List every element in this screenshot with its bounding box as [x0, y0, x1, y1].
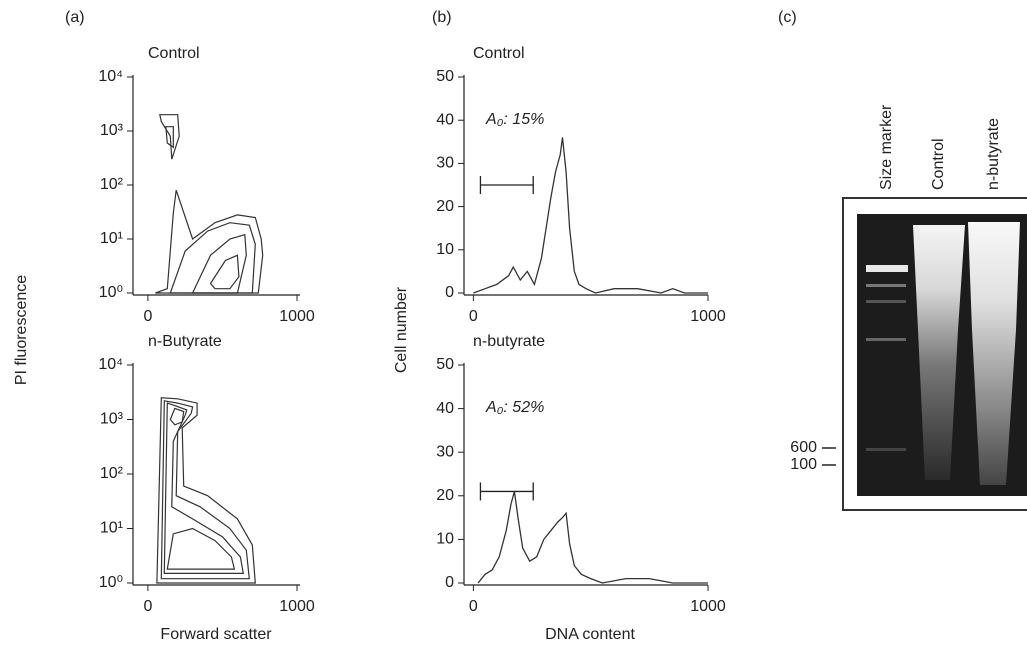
panel-label: (a) [65, 9, 85, 26]
contour-line [211, 255, 239, 288]
x-tick-label: 0 [469, 598, 478, 615]
y-tick-label: 0 [445, 284, 454, 301]
lane-label: n-butyrate [985, 118, 1002, 190]
figure: 600 100 (c) Size marker Control n-butyra… [0, 0, 1027, 648]
histogram-line [473, 138, 708, 294]
page: 600 100 (c) Size marker Control n-butyra… [0, 0, 1027, 648]
y-tick-label: 40 [436, 111, 454, 128]
y-tick-label: 10⁴ [98, 68, 123, 85]
x-tick-label: 1000 [279, 308, 315, 325]
y-tick-label: 40 [436, 400, 454, 417]
marker-label: 600 [790, 439, 817, 456]
y-tick-label: 30 [436, 155, 454, 172]
x-tick-label: 0 [143, 598, 152, 615]
gel: 600 100 (c) Size marker Control n-butyra… [778, 9, 1027, 510]
panel-label: (b) [432, 9, 452, 26]
x-axis-label: Forward scatter [160, 626, 272, 643]
x-tick-label: 0 [143, 308, 152, 325]
x-tick-label: 0 [469, 308, 478, 325]
y-axis-label: Cell number [393, 286, 410, 373]
lane-label: Size marker [878, 104, 895, 190]
marker-band [866, 448, 906, 451]
y-tick-label: 10³ [100, 122, 124, 139]
y-tick-label: 10² [100, 465, 124, 482]
y-tick-label: 10 [436, 241, 454, 258]
y-tick-label: 10² [100, 176, 124, 193]
marker-label: 100 [790, 456, 817, 473]
marker-band [866, 300, 906, 303]
y-tick-label: 10⁰ [99, 574, 123, 591]
y-tick-label: 10 [436, 531, 454, 548]
y-axis-label: PI fluorescence [13, 275, 30, 385]
annotation: A₀: 52% [485, 399, 544, 416]
x-tick-label: 1000 [279, 598, 315, 615]
contour-line [155, 190, 262, 293]
contour-line [170, 223, 255, 293]
y-tick-label: 20 [436, 198, 454, 215]
y-tick-label: 10¹ [100, 230, 123, 247]
histogram-line [478, 491, 708, 583]
annotation: A₀: 15% [485, 111, 544, 128]
x-axis-label: DNA content [545, 626, 635, 643]
y-tick-label: 10⁴ [98, 356, 123, 373]
panel-label: (c) [778, 9, 797, 26]
x-tick-label: 1000 [690, 598, 726, 615]
y-tick-label: 10³ [100, 411, 124, 428]
y-tick-label: 10¹ [100, 520, 123, 537]
chart-title: Control [148, 45, 200, 62]
contour-line [170, 408, 183, 424]
contour-line [167, 529, 234, 570]
x-tick-label: 1000 [690, 308, 726, 325]
contour-line [160, 115, 179, 160]
chart-title: n-butyrate [473, 333, 545, 350]
y-tick-label: 10⁰ [99, 284, 123, 301]
y-tick-label: 30 [436, 443, 454, 460]
marker-band [866, 265, 908, 272]
chart-title: Control [473, 45, 525, 62]
marker-band [866, 284, 906, 287]
chart-title: n-Butyrate [148, 333, 222, 350]
marker-band [866, 338, 906, 341]
y-tick-label: 20 [436, 487, 454, 504]
y-tick-label: 0 [445, 574, 454, 591]
y-tick-label: 50 [436, 68, 454, 85]
y-tick-label: 50 [436, 356, 454, 373]
lane-label: Control [930, 138, 947, 190]
